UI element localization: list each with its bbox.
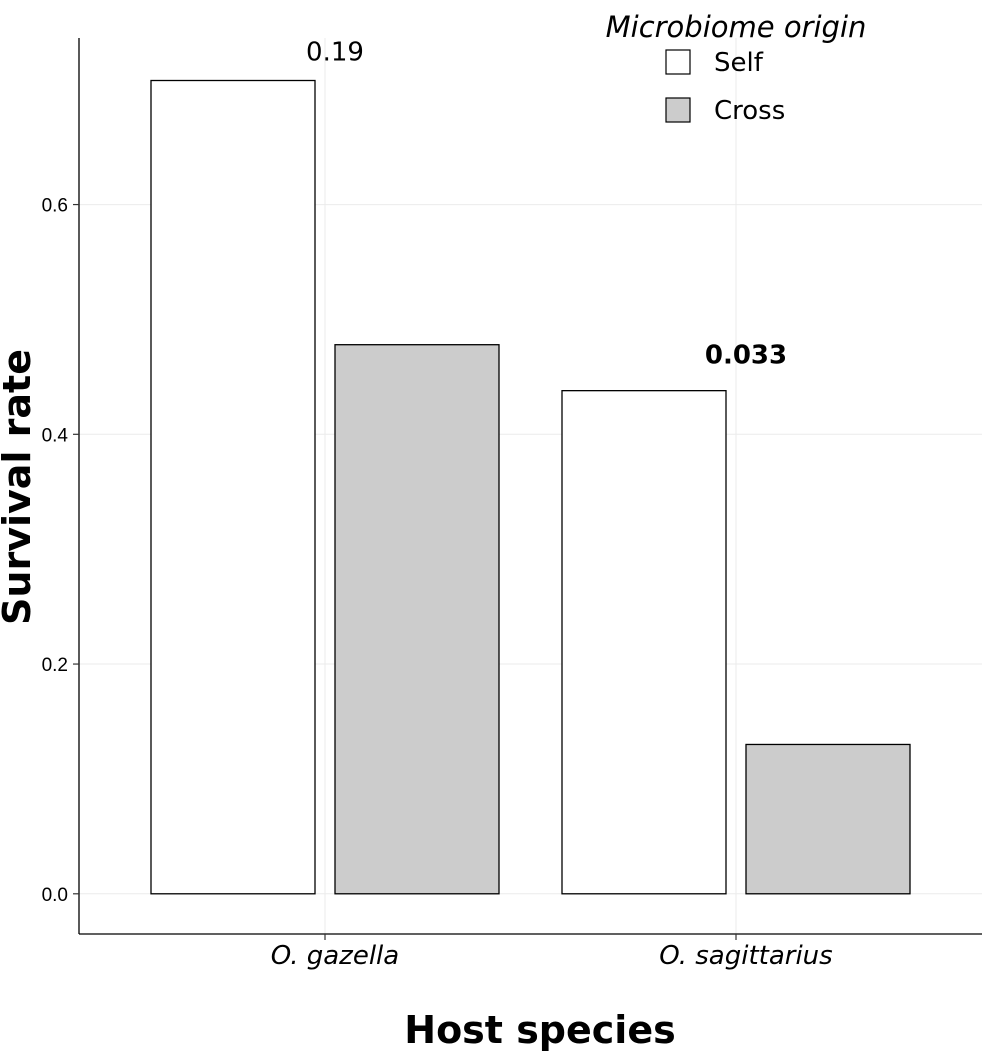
bar-cross-1 xyxy=(334,344,500,895)
annotations: 0.19 0.033 xyxy=(306,38,787,371)
y-tick-label: 0.0 xyxy=(42,885,68,906)
x-axis-title: Host species xyxy=(404,1008,675,1051)
y-axis-title: Survival rate xyxy=(0,349,39,625)
legend-title: Microbiome origin xyxy=(606,10,867,44)
legend: Microbiome origin Self Cross xyxy=(606,10,867,126)
bar-self-1 xyxy=(150,79,316,895)
ticks: 0.0 0.2 0.4 0.6 O. gazella O. sagittarius xyxy=(42,196,833,971)
bars xyxy=(150,79,911,895)
bar-self-2 xyxy=(561,390,727,895)
y-tick-label: 0.2 xyxy=(42,655,68,676)
y-tick-label: 0.4 xyxy=(42,425,69,446)
legend-label-self: Self xyxy=(714,48,764,78)
legend-swatch-cross xyxy=(665,97,691,123)
p-value-annotation: 0.033 xyxy=(705,341,787,371)
legend-swatch-self xyxy=(665,49,691,75)
x-tick-label: O. gazella xyxy=(271,941,399,971)
bar-cross-2 xyxy=(745,743,911,895)
p-value-annotation: 0.19 xyxy=(306,38,364,68)
y-tick-label: 0.6 xyxy=(42,196,68,217)
legend-label-cross: Cross xyxy=(714,96,785,126)
axes xyxy=(78,38,982,935)
x-tick-label: O. sagittarius xyxy=(659,941,832,971)
